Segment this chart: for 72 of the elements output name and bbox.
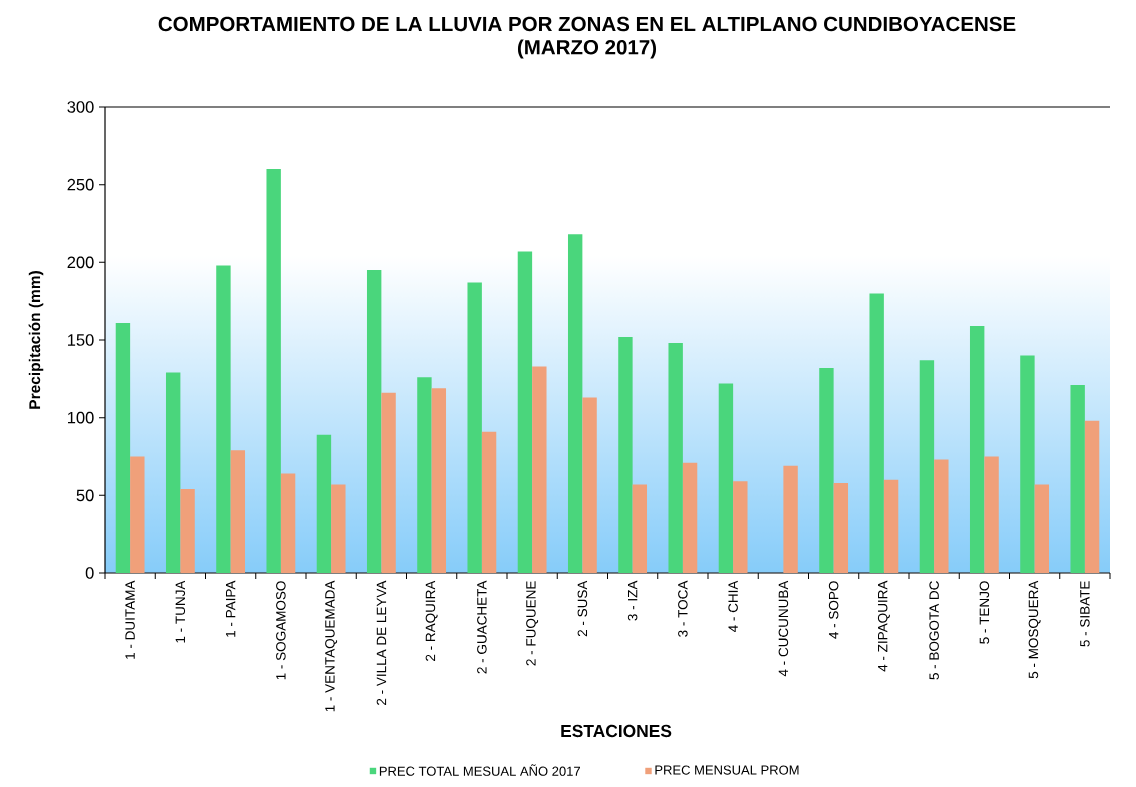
- chart-title: COMPORTAMIENTO DE LA LLUVIA POR ZONAS EN EL ALTIPLANO CUNDIBOYACENSE: [158, 16, 1016, 32]
- legend-label: PREC MENSUAL PROM: [655, 765, 799, 775]
- bar: [517, 251, 533, 573]
- bar: [1070, 385, 1085, 573]
- bar: [833, 482, 849, 573]
- bar: [266, 169, 281, 573]
- y-tick-label: 0: [85, 567, 94, 579]
- x-tick-label: 4 - SOPO: [828, 581, 839, 639]
- bar: [532, 366, 547, 573]
- bar: [733, 481, 748, 573]
- bar: [165, 372, 181, 573]
- bar: [919, 360, 935, 573]
- bar: [819, 367, 834, 573]
- bar: [431, 388, 447, 573]
- y-tick-label: 250: [67, 178, 94, 191]
- bar: [417, 377, 432, 573]
- bar: [230, 450, 246, 573]
- bar: [130, 456, 145, 573]
- x-axis-title: ESTACIONES: [561, 724, 672, 738]
- bar: [331, 484, 346, 573]
- bar: [1084, 420, 1100, 573]
- y-axis-title: Precipitación (mm): [28, 271, 44, 409]
- x-tick-label: 1 - SOGAMOSO: [276, 581, 286, 680]
- y-tick-label: 50: [76, 489, 94, 502]
- bar: [718, 383, 734, 573]
- bar: [1034, 484, 1050, 573]
- bar: [366, 270, 382, 573]
- x-tick-label: 5 - BOGOTA DC: [929, 581, 939, 680]
- bar: [668, 343, 683, 573]
- x-tick-label: 1 - VENTAQUEMADA: [325, 580, 338, 712]
- bar: [567, 234, 583, 573]
- x-tick-label: 2 - VILLA DE LEYVA: [376, 580, 387, 705]
- bar: [984, 456, 999, 573]
- bar: [869, 293, 884, 573]
- bar: [682, 462, 698, 573]
- bar: [582, 397, 597, 573]
- bar: [316, 434, 332, 573]
- bar: [618, 336, 633, 573]
- legend-label: PREC TOTAL MESUAL AÑO 2017: [379, 764, 580, 776]
- bar: [883, 479, 899, 573]
- y-tick-label: 200: [67, 256, 94, 269]
- y-tick-label: 300: [67, 101, 94, 113]
- bar: [216, 265, 231, 573]
- x-tick-label: 4 - CUCUNUBA: [778, 580, 789, 677]
- bar: [481, 431, 497, 573]
- chart-subtitle: (MARZO 2017): [517, 39, 657, 59]
- bar: [280, 473, 296, 573]
- y-tick-label: 150: [68, 334, 94, 346]
- bar: [467, 282, 482, 573]
- x-tick-label: 1 - PAIPA: [225, 580, 236, 637]
- y-tick-label: 100: [68, 411, 94, 424]
- bar: [381, 392, 396, 573]
- x-tick-label: 4 - CHIA: [728, 580, 738, 633]
- bar: [1020, 355, 1035, 573]
- x-tick-label: 3 - TOCA: [678, 580, 688, 637]
- bar: [632, 484, 648, 573]
- x-tick-label: 5 - TENJO: [979, 581, 990, 644]
- x-tick-label: 2 - GUACHETA: [477, 580, 487, 674]
- bar: [969, 326, 985, 573]
- x-tick-label: 2 - FUQUENE: [526, 581, 539, 666]
- x-tick-label: 5 - MOSQUERA: [1028, 580, 1041, 679]
- x-tick-label: 2 - SUSA: [577, 580, 588, 637]
- x-tick-label: 5 - SIBATE: [1080, 581, 1090, 647]
- x-tick-label: 3 - IZA: [627, 580, 638, 621]
- x-tick-label: 1 - TUNJA: [175, 580, 186, 643]
- bar: [783, 465, 798, 573]
- x-tick-label: 2 - RAQUIRA: [425, 580, 438, 661]
- x-tick-label: 4 - ZIPAQUIRA: [877, 580, 890, 672]
- bar: [934, 459, 949, 573]
- x-tick-label: 1 - DUITAMA: [125, 580, 135, 659]
- bar: [115, 322, 131, 573]
- bar: [180, 489, 195, 573]
